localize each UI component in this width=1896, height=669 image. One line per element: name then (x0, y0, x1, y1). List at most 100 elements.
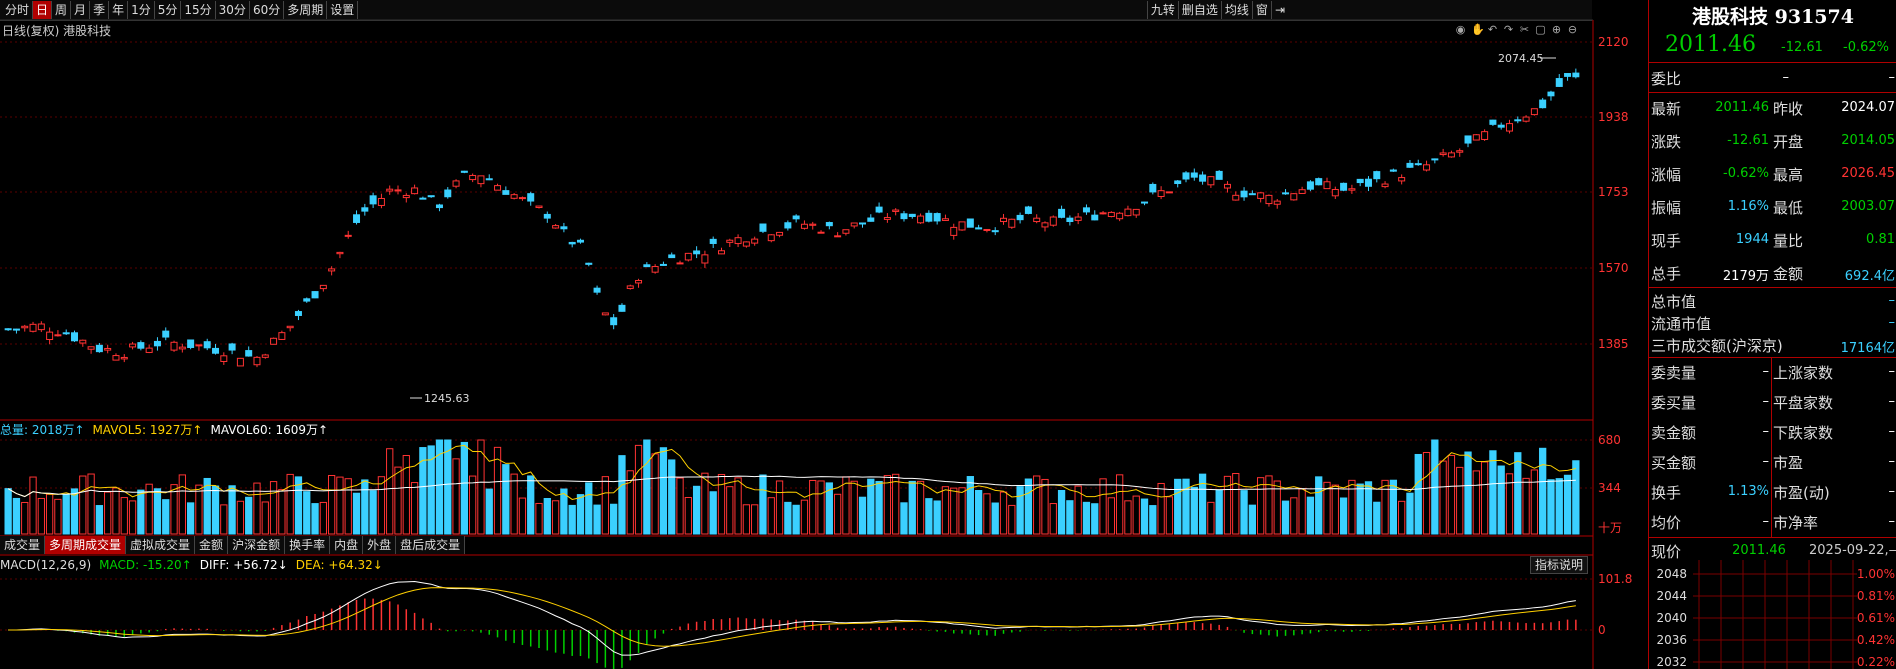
order-label: 市盈(动) (1773, 484, 1830, 502)
quote-label: 涨跌 (1651, 133, 1682, 151)
volume-tab[interactable]: 金额 (195, 536, 229, 554)
candle-body (950, 226, 958, 236)
volume-tab[interactable]: 换手率 (285, 536, 331, 554)
tool-button[interactable]: 均线 (1220, 1, 1252, 19)
candle-body (1530, 108, 1538, 116)
quote-value: 2003.07 (1841, 199, 1895, 214)
candle-body (767, 234, 775, 242)
volume-bar (626, 470, 634, 535)
undo-icon[interactable]: ↶ (1487, 23, 1498, 36)
volume-bar (999, 491, 1008, 535)
volume-bar (1389, 479, 1398, 535)
zoom-in-icon[interactable]: ⊕ (1551, 23, 1562, 36)
volume-bar (1149, 505, 1157, 535)
quote-label: 金额 (1773, 265, 1804, 283)
volume-bar (576, 494, 585, 535)
volume-bar (1115, 474, 1124, 535)
volume-bar (1174, 478, 1182, 535)
market-label: 流通市值 (1651, 315, 1712, 333)
candle-body (1282, 192, 1290, 195)
period-tab[interactable]: 月 (71, 1, 91, 19)
tool-button[interactable]: 九转 (1146, 1, 1178, 19)
kline-chart[interactable]: 2120 1938 1753 1570 1385 680 344 十万 101.8 0 2074.4… (0, 0, 1648, 669)
tick-price-label: 2036 (1656, 633, 1687, 647)
lock-icon[interactable]: ▢ (1535, 23, 1546, 36)
divider (1771, 357, 1772, 537)
tick-pct-label: 0.42% (1857, 633, 1895, 647)
volume-bar (120, 497, 128, 535)
candle-body (510, 194, 518, 199)
period-tab[interactable]: 周 (52, 1, 72, 19)
candle-body (717, 250, 725, 255)
candlesticks (4, 68, 1580, 368)
period-tab[interactable]: 1分 (128, 1, 155, 19)
candle-body (87, 346, 95, 350)
quote-label: 开盘 (1773, 133, 1804, 151)
period-tab[interactable]: 日 (33, 1, 53, 19)
volume-bar (1024, 478, 1033, 535)
volume-tab[interactable]: 沪深金额 (228, 536, 286, 554)
tool-button[interactable]: 删自选 (1177, 1, 1221, 19)
volume-tab[interactable]: 内盘 (330, 536, 364, 554)
candle-body (1505, 123, 1513, 132)
candle-body (261, 354, 269, 358)
period-tab[interactable]: 15分 (181, 1, 216, 19)
candle-body (1522, 116, 1530, 122)
candle-body (319, 284, 327, 290)
scissors-icon[interactable]: ✂ (1519, 23, 1530, 36)
candle-body (402, 194, 410, 199)
candle-body (411, 187, 419, 195)
quote-value: 2014.05 (1841, 133, 1895, 148)
volume-tab[interactable]: 外盘 (363, 536, 397, 554)
volume-tab[interactable]: 虚拟成交量 (126, 536, 196, 554)
volume-bar (1306, 496, 1315, 535)
order-label: 委卖量 (1651, 364, 1697, 382)
tool-button[interactable]: 窗 (1251, 1, 1271, 19)
candle-body (1066, 217, 1074, 223)
period-tab[interactable]: 多周期 (284, 1, 328, 19)
candle-body (1008, 218, 1016, 228)
candle-body (1389, 169, 1397, 172)
volume-bar (1373, 501, 1381, 535)
period-tab[interactable]: 年 (109, 1, 129, 19)
period-tab[interactable]: 季 (90, 1, 110, 19)
period-tab[interactable]: 分时 (2, 1, 34, 19)
volume-bar (54, 498, 62, 535)
volume-bar (1257, 477, 1265, 535)
period-tab[interactable]: 5分 (155, 1, 182, 19)
volume-bar (518, 497, 527, 535)
volume-tab[interactable]: 盘后成交量 (396, 536, 466, 554)
volume-bar (825, 482, 833, 535)
candle-body (610, 317, 618, 326)
candle-body (1248, 193, 1256, 196)
price-axis-label: 1570 (1598, 261, 1629, 275)
order-value: – (1888, 364, 1896, 379)
volume-bar (1530, 469, 1539, 535)
volume-bar (178, 474, 186, 535)
candle-body (1124, 208, 1132, 217)
candle-body (1182, 172, 1190, 180)
volume-tab[interactable]: 成交量 (0, 536, 46, 554)
indicator-help-button[interactable]: 指标说明 (1530, 556, 1589, 574)
period-tab[interactable]: 30分 (216, 1, 250, 19)
candle-body (825, 222, 833, 227)
redo-icon[interactable]: ↷ (1503, 23, 1514, 36)
period-tab[interactable]: 60分 (250, 1, 285, 19)
price-axis-label: 1753 (1598, 185, 1629, 199)
tick-pct-label: 0.61% (1857, 611, 1895, 625)
volume-bar (1074, 485, 1082, 535)
candle-body (311, 291, 319, 299)
volume-bar (1215, 489, 1223, 535)
eye-icon[interactable]: ◉ (1455, 23, 1466, 36)
volume-tab[interactable]: 多周期成交量 (45, 536, 127, 554)
period-tab[interactable]: 设置 (327, 1, 359, 19)
candle-body (809, 223, 817, 226)
collapse-panel-icon[interactable]: ⇥ (1270, 1, 1288, 19)
market-value: 17164亿 (1840, 341, 1895, 356)
volume-bar (692, 485, 701, 535)
volume-bar (386, 448, 394, 535)
hand-icon[interactable]: ✋ (1471, 23, 1485, 36)
zoom-out-icon[interactable]: ⊖ (1567, 23, 1578, 36)
quote-label: 最高 (1773, 166, 1804, 184)
order-label: 下跌家数 (1773, 424, 1834, 442)
